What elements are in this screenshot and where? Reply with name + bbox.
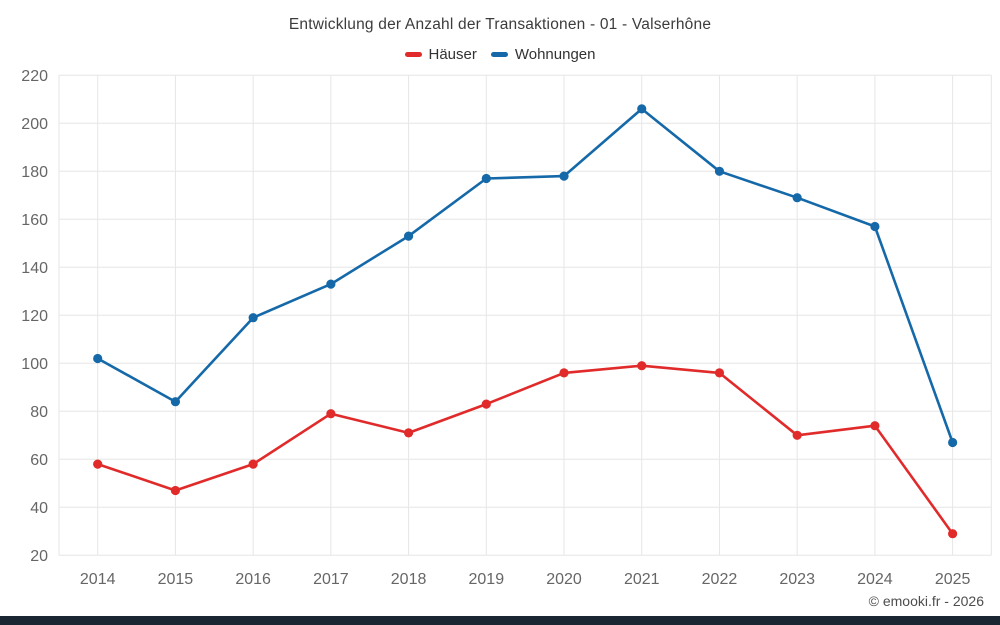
data-point-wohnungen-2024[interactable]	[870, 221, 880, 232]
y-axis-tick-label: 200	[21, 116, 48, 133]
data-point-wohnungen-2022[interactable]	[714, 166, 725, 176]
legend-swatch-wohnungen-icon	[490, 52, 508, 57]
series-line-wohnungen	[96, 107, 954, 444]
bottom-bar	[0, 616, 1000, 625]
data-point-häuser-2024[interactable]	[870, 421, 880, 431]
y-axis-tick-label: 80	[30, 404, 48, 421]
x-axis-tick-label: 2020	[546, 571, 582, 588]
data-point-häuser-2016[interactable]	[248, 459, 258, 469]
legend-label-haeuser: Häuser	[428, 46, 477, 63]
x-axis-tick-label: 2016	[235, 571, 271, 588]
data-point-wohnungen-2023[interactable]	[792, 193, 802, 203]
x-axis-tick-label: 2025	[935, 571, 971, 588]
x-axis-tick-label: 2019	[469, 571, 505, 588]
copyright-footer: © emooki.fr - 2026	[868, 593, 984, 609]
data-point-wohnungen-2014[interactable]	[93, 353, 103, 364]
chart-title: Entwicklung der Anzahl der Transaktionen…	[288, 16, 712, 33]
y-axis-tick-label: 100	[21, 356, 48, 373]
legend-label-wohnungen: Wohnungen	[514, 46, 596, 63]
data-point-häuser-2025[interactable]	[948, 529, 958, 539]
data-point-häuser-2021[interactable]	[637, 361, 647, 371]
y-axis-tick-label: 140	[21, 260, 48, 277]
y-axis-tick-label: 20	[30, 548, 48, 565]
y-axis-tick-label: 220	[21, 68, 48, 85]
data-point-wohnungen-2021[interactable]	[637, 104, 647, 114]
data-point-häuser-2020[interactable]	[559, 368, 569, 378]
data-point-wohnungen-2020[interactable]	[559, 171, 569, 181]
data-point-häuser-2018[interactable]	[403, 428, 414, 438]
data-point-häuser-2017[interactable]	[326, 409, 336, 419]
data-point-wohnungen-2016[interactable]	[248, 313, 258, 323]
x-axis-tick-label: 2017	[313, 571, 349, 588]
data-point-häuser-2023[interactable]	[792, 430, 802, 440]
data-point-wohnungen-2019[interactable]	[481, 173, 491, 184]
y-axis-tick-label: 180	[21, 164, 48, 181]
legend-item-haeuser[interactable]: Häuser	[404, 46, 477, 63]
y-axis-tick-label: 40	[30, 500, 48, 517]
x-axis-tick-label: 2021	[624, 571, 660, 588]
data-point-wohnungen-2018[interactable]	[403, 231, 414, 241]
x-axis-tick-label: 2014	[80, 571, 116, 588]
data-point-wohnungen-2015[interactable]	[170, 397, 181, 407]
y-axis-tick-label: 60	[30, 452, 48, 469]
legend-swatch-haeuser-icon	[404, 52, 422, 57]
data-point-häuser-2019[interactable]	[481, 399, 491, 409]
x-axis-tick-label: 2015	[158, 571, 194, 588]
data-point-häuser-2022[interactable]	[714, 368, 725, 378]
x-axis-tick-label: 2024	[857, 571, 893, 588]
y-axis-tick-label: 160	[21, 212, 48, 229]
x-axis-tick-label: 2022	[702, 571, 738, 588]
data-point-wohnungen-2017[interactable]	[326, 279, 336, 289]
legend: Häuser Wohnungen	[0, 46, 1000, 63]
legend-item-wohnungen[interactable]: Wohnungen	[490, 46, 596, 63]
data-point-häuser-2015[interactable]	[170, 485, 181, 496]
x-axis-tick-label: 2023	[779, 571, 815, 588]
series-line-häuser	[96, 364, 954, 536]
x-axis-tick-label: 2018	[391, 571, 427, 588]
y-axis-tick-label: 120	[21, 308, 48, 325]
data-point-wohnungen-2025[interactable]	[948, 437, 958, 448]
data-point-häuser-2014[interactable]	[93, 459, 103, 469]
